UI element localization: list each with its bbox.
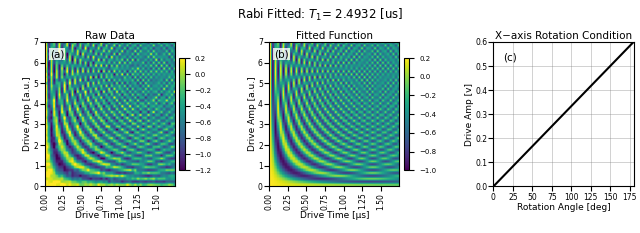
Text: (a): (a) bbox=[50, 49, 65, 59]
Y-axis label: Drive Amp [v]: Drive Amp [v] bbox=[465, 83, 474, 146]
Y-axis label: Drive Amp [a.u.]: Drive Amp [a.u.] bbox=[248, 77, 257, 151]
Title: X−axis Rotation Condition: X−axis Rotation Condition bbox=[495, 31, 632, 41]
Title: Raw Data: Raw Data bbox=[85, 31, 135, 41]
X-axis label: Drive Time [μs]: Drive Time [μs] bbox=[76, 211, 145, 220]
Text: (b): (b) bbox=[275, 49, 289, 59]
Title: Fitted Function: Fitted Function bbox=[296, 31, 372, 41]
Text: (c): (c) bbox=[503, 52, 517, 62]
X-axis label: Drive Time [μs]: Drive Time [μs] bbox=[300, 211, 369, 220]
Text: Rabi Fitted: $T_1$= 2.4932 [us]: Rabi Fitted: $T_1$= 2.4932 [us] bbox=[237, 7, 403, 23]
X-axis label: Rotation Angle [deg]: Rotation Angle [deg] bbox=[516, 203, 611, 212]
Y-axis label: Drive Amp [a.u.]: Drive Amp [a.u.] bbox=[23, 77, 32, 151]
